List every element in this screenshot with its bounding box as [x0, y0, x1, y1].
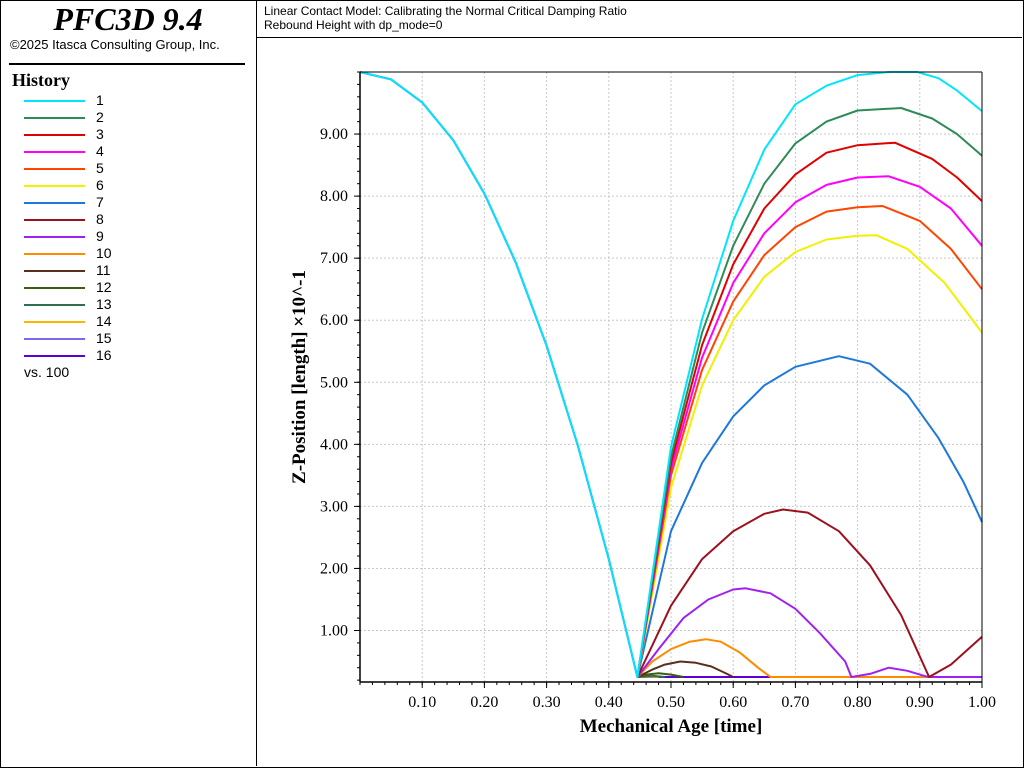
- legend-label: 12: [96, 279, 112, 295]
- x-axis-title: Mechanical Age [time]: [580, 716, 763, 737]
- y-tick-label: 6.00: [320, 312, 348, 329]
- header-divider: [9, 63, 245, 65]
- x-tick-label: 0.20: [470, 694, 498, 711]
- legend-swatch: [24, 355, 85, 357]
- legend-label: 13: [96, 296, 112, 312]
- legend-item: 11: [0, 262, 256, 279]
- y-tick-label: 5.00: [320, 374, 348, 391]
- chart-canvas: 0.10 0.20 0.30 0.40 0.50 0.60 0.70 0.80 0.90 1.00…: [289, 71, 996, 737]
- tick-labels: 0.10 0.20 0.30 0.40 0.50 0.60 0.70 0.80 0.90 1.00…: [320, 126, 996, 711]
- legend-swatch: [24, 202, 85, 204]
- legend-item: 13: [0, 296, 256, 313]
- series-line-16: [359, 71, 982, 678]
- legend-label: 1: [96, 92, 104, 108]
- series-line-8: [636, 508, 983, 678]
- vs-label: vs. 100: [24, 364, 70, 380]
- legend-item: 8: [0, 211, 256, 228]
- legend-swatch: [24, 219, 85, 221]
- series-line-3: [636, 141, 983, 678]
- x-tick-label: 0.80: [844, 694, 872, 711]
- legend-label: 8: [96, 211, 104, 227]
- y-tick-label: 1.00: [320, 622, 348, 639]
- history-heading: History: [12, 70, 70, 90]
- y-tick-label: 8.00: [320, 188, 348, 205]
- legend-item: 2: [0, 109, 256, 126]
- legend-label: 4: [96, 143, 104, 159]
- series-line-5: [636, 205, 983, 678]
- legend-label: 16: [96, 347, 112, 363]
- series-line-11: [636, 660, 734, 678]
- legend-swatch: [24, 134, 85, 136]
- legend-label: 6: [96, 177, 104, 193]
- legend-item: 12: [0, 279, 256, 296]
- plot-title-line-2: Rebound Height with dp_mode=0: [264, 18, 443, 32]
- legend-label: 3: [96, 126, 104, 142]
- app-title: PFC3D 9.4: [53, 1, 203, 37]
- series-line-9: [636, 587, 982, 678]
- legend-item: 6: [0, 177, 256, 194]
- legend-label: 9: [96, 228, 104, 244]
- series-line-6: [636, 234, 983, 678]
- legend-swatch: [24, 253, 85, 255]
- legend-item: 7: [0, 194, 256, 211]
- sidebar-panel: PFC3D 9.4 ©2025 Itasca Consulting Group,…: [0, 0, 257, 766]
- legend-label: 11: [96, 262, 111, 278]
- y-tick-label: 7.00: [320, 250, 348, 267]
- legend-swatch: [24, 168, 85, 170]
- series-line-1: [359, 71, 983, 678]
- y-axis-title: Z-Position [length] ×10^-1: [289, 270, 310, 484]
- legend-label: 15: [96, 330, 112, 346]
- legend-item: 4: [0, 143, 256, 160]
- x-tick-label: 0.90: [906, 694, 934, 711]
- y-tick-label: 3.00: [320, 498, 348, 515]
- legend-swatch: [24, 321, 85, 323]
- x-tick-label: 0.40: [595, 694, 623, 711]
- legend-swatch: [24, 100, 85, 102]
- legend-item: 10: [0, 245, 256, 262]
- legend-swatch: [24, 338, 85, 340]
- series-line-12: [637, 672, 684, 678]
- series-line-7: [636, 355, 983, 678]
- legend-label: 14: [96, 313, 112, 329]
- legend-swatch: [24, 185, 85, 187]
- x-tick-label: 0.50: [657, 694, 685, 711]
- legend-swatch: [24, 151, 85, 153]
- series-lines: [359, 71, 983, 678]
- legend-swatch: [24, 270, 85, 272]
- legend-label: 7: [96, 194, 104, 210]
- series-line-10: [636, 638, 982, 678]
- plot-title-area: Linear Contact Model: Calibrating the No…: [257, 0, 1022, 38]
- legend-item: 16: [0, 347, 256, 364]
- x-tick-label: 0.30: [533, 694, 561, 711]
- axes: [354, 71, 983, 688]
- copyright-text: ©2025 Itasca Consulting Group, Inc.: [10, 37, 220, 52]
- legend-item: 1: [0, 92, 256, 109]
- legend-item: 14: [0, 313, 256, 330]
- legend-label: 10: [96, 245, 112, 261]
- plot-title-line-1: Linear Contact Model: Calibrating the No…: [264, 4, 627, 18]
- series-line-2: [636, 107, 983, 678]
- legend-swatch: [24, 236, 85, 238]
- grid-lines: [360, 72, 983, 682]
- legend-item: 9: [0, 228, 256, 245]
- series-line-4: [636, 175, 983, 678]
- x-tick-label: 0.10: [408, 694, 436, 711]
- y-tick-label: 2.00: [320, 560, 348, 577]
- legend-swatch: [24, 117, 85, 119]
- x-tick-label: 0.70: [781, 694, 809, 711]
- legend-swatch: [24, 287, 85, 289]
- x-tick-label: 1.00: [968, 694, 996, 711]
- legend-item: 5: [0, 160, 256, 177]
- legend-label: 2: [96, 109, 104, 125]
- legend-label: 5: [96, 160, 104, 176]
- y-tick-label: 9.00: [320, 126, 348, 143]
- x-tick-label: 0.60: [719, 694, 747, 711]
- legend-swatch: [24, 304, 85, 306]
- y-tick-label: 4.00: [320, 436, 348, 453]
- legend-item: 15: [0, 330, 256, 347]
- legend-item: 3: [0, 126, 256, 143]
